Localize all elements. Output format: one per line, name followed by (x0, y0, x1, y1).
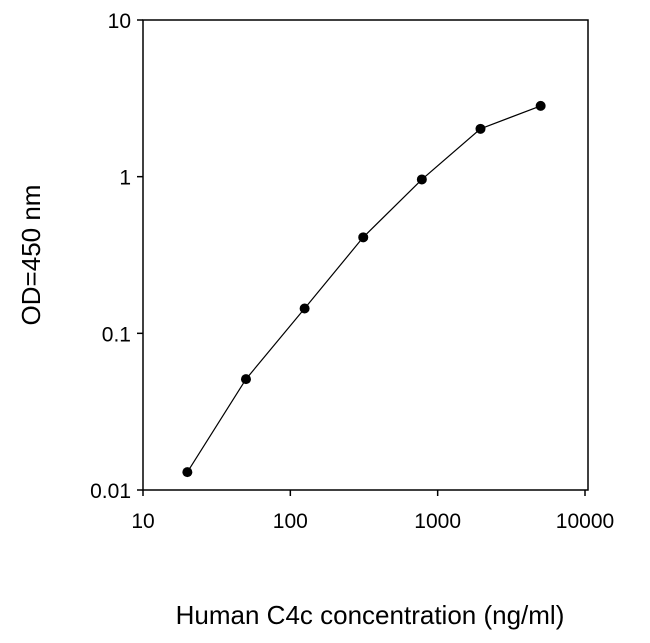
plot-border (142, 19, 589, 491)
x-tick-label: 100 (273, 510, 308, 533)
x-axis-title: Human C4c concentration (ng/ml) (176, 600, 565, 630)
data-point (240, 374, 251, 385)
x-tick-label: 10000 (556, 510, 614, 533)
y-tick-label: 0.1 (102, 323, 131, 346)
data-point (416, 174, 427, 185)
x-axis: 10 100 1000 10000 (131, 490, 614, 533)
data-point (535, 100, 546, 111)
y-tick-label: 1 (119, 167, 131, 190)
data-point (358, 232, 369, 243)
data-point (182, 467, 193, 478)
y-tick-label: 0.01 (90, 480, 131, 503)
y-axis: 0.01 0.1 1 10 (90, 10, 143, 503)
y-tick-label: 10 (108, 10, 131, 33)
data-point (475, 123, 486, 134)
x-tick-label: 1000 (414, 510, 461, 533)
series-line (186, 105, 541, 473)
data-point (299, 303, 310, 314)
series (182, 100, 546, 478)
plot-frame (142, 19, 589, 491)
x-tick-label: 10 (131, 510, 154, 533)
y-axis-title: OD=450 nm (16, 185, 46, 326)
